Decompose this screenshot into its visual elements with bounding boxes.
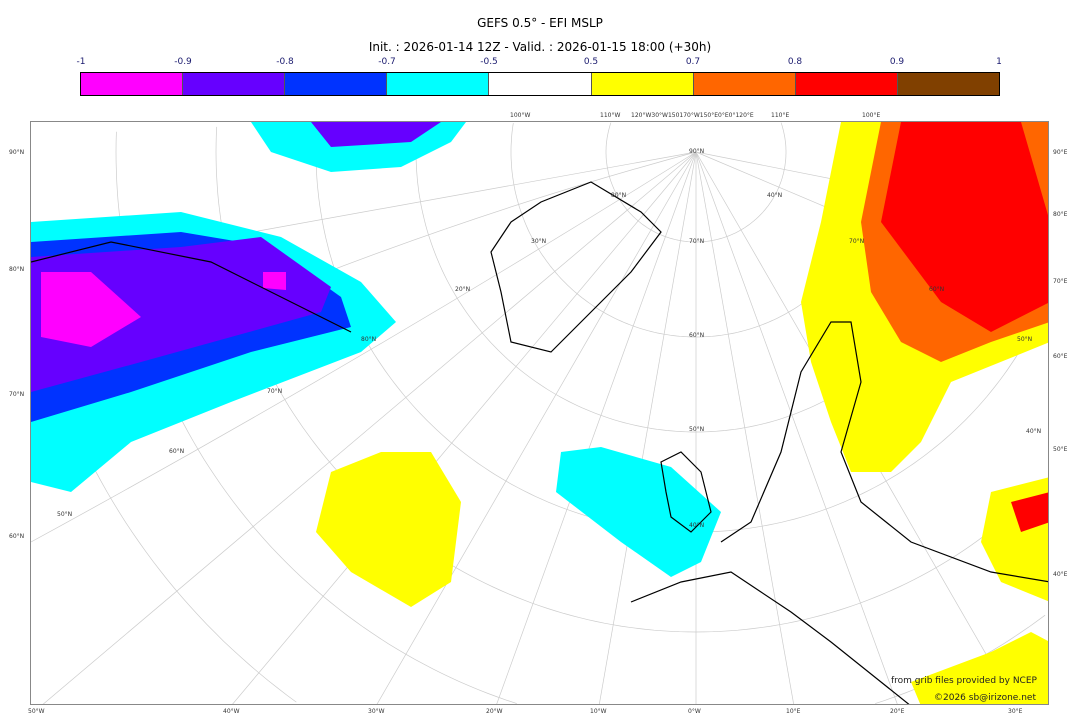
map-canvas — [31, 122, 1048, 704]
copyright: ©2026 sb@irizone.net — [934, 693, 1036, 703]
colorbar-tick: 1 — [996, 57, 1002, 67]
coordinate-label: 50°N — [57, 511, 73, 518]
coordinate-label: 80°N — [9, 266, 25, 273]
coordinate-label: 50°N — [1017, 336, 1033, 343]
colorbar — [80, 72, 1000, 96]
map-area: 90°N 80°N 70°N 60°N 50°N 40°N 30°N 20°N 80°N 70°N… — [30, 121, 1049, 705]
coordinate-label: 0°W — [688, 708, 701, 715]
coordinate-label: 100°E — [862, 112, 881, 119]
colorbar-segment — [489, 73, 592, 95]
coordinate-label: 90°E — [1053, 149, 1068, 156]
coordinate-label: 50°E — [1053, 446, 1068, 453]
colorbar-tick: 0.9 — [889, 57, 905, 67]
coordinate-label: 30°N — [531, 238, 547, 245]
coordinate-label: 70°N — [689, 238, 705, 245]
colorbar-segment — [81, 73, 184, 95]
latitude-circle — [605, 122, 787, 243]
source-credit: from grib files provided by NCEP — [891, 676, 1037, 686]
efi-fields — [31, 122, 1048, 704]
coordinate-label: 100°W — [510, 112, 531, 119]
coordinate-label: 70°E — [1053, 278, 1068, 285]
coordinate-label: 110°E — [771, 112, 790, 119]
coordinate-label: 50°N — [689, 426, 705, 433]
coordinate-label: 60°E — [1053, 353, 1068, 360]
coordinate-label: 120°W30°W150170°W150°E0°E0°120°E — [631, 112, 754, 119]
colorbar-segment — [387, 73, 490, 95]
coordinate-label: 70°N — [267, 388, 283, 395]
coordinate-label: 70°N — [9, 391, 25, 398]
coordinate-label: 10°W — [590, 708, 607, 715]
coordinate-label: 40°N — [1026, 428, 1042, 435]
coordinate-label: 40°E — [1053, 571, 1068, 578]
colorbar-tick: -0.9 — [174, 57, 192, 67]
colorbar-segment — [285, 73, 388, 95]
coordinate-label: 110°W — [600, 112, 621, 119]
coordinate-label: 20°W — [486, 708, 503, 715]
colorbar-tick: -0.5 — [480, 57, 498, 67]
coordinate-label: 20°E — [890, 708, 905, 715]
colorbar-segment — [693, 73, 796, 95]
coordinate-label: 90°N — [9, 149, 25, 156]
coordinate-label: 40°N — [767, 192, 783, 199]
coordinate-label: 40°W — [223, 708, 240, 715]
coastlines — [31, 181, 1048, 704]
colorbar-segment — [897, 73, 999, 95]
coordinate-label: 80°N — [611, 192, 627, 199]
colorbar-tick: 0.7 — [685, 57, 701, 67]
coordinate-label: 50°W — [28, 708, 45, 715]
coordinate-label: 20°N — [455, 286, 471, 293]
map-title: GEFS 0.5° - EFI MSLP — [477, 16, 603, 30]
colorbar-segment — [795, 73, 898, 95]
map-subtitle: Init. : 2026-01-14 12Z - Valid. : 2026-0… — [368, 40, 712, 54]
coordinate-label: 80°E — [1053, 211, 1068, 218]
coordinate-label: 40°N — [689, 522, 705, 529]
coordinate-label: 30°E — [1008, 708, 1023, 715]
coordinate-label: 60°N — [689, 332, 705, 339]
colorbar-tick: -0.7 — [378, 57, 396, 67]
coordinate-label: 30°W — [368, 708, 385, 715]
coordinate-label: 60°N — [9, 533, 25, 540]
colorbar-tick: 0.5 — [583, 57, 599, 67]
coordinate-label: 90°N — [689, 148, 705, 155]
colorbar-tick: -0.8 — [276, 57, 294, 67]
coordinate-label: 60°N — [169, 448, 185, 455]
colorbar-tick: -1 — [76, 57, 86, 67]
coordinate-label: 60°N — [929, 286, 945, 293]
coordinate-label: 10°E — [786, 708, 801, 715]
colorbar-tick: 0.8 — [787, 57, 803, 67]
colorbar-segment — [591, 73, 694, 95]
coordinate-label: 70°N — [849, 238, 865, 245]
coordinate-label: 80°N — [361, 336, 377, 343]
latitude-circle — [780, 122, 787, 152]
colorbar-segment — [183, 73, 286, 95]
